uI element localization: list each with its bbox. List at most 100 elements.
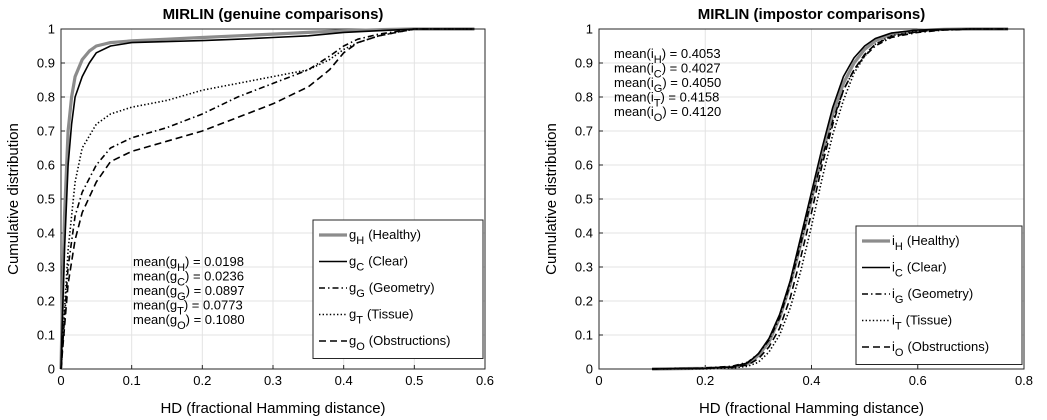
mean-annotation-prefix: mean(g	[133, 283, 177, 298]
mean-annotation-subscript: C	[177, 277, 185, 289]
y-tick-label: 0.8	[575, 90, 593, 105]
legend-subscript: G	[356, 288, 365, 300]
mean-annotation: mean(gT) = 0.0773	[133, 298, 243, 318]
mean-annotation-prefix: mean(g	[133, 254, 177, 269]
legend-subscript: T	[895, 321, 902, 333]
mean-annotation-prefix: mean(i	[614, 46, 654, 61]
legend: gH (Healthy)gC (Clear)gG (Geometry)gT (Tissu…	[312, 219, 484, 359]
mean-annotation-subscript: G	[177, 291, 186, 303]
y-tick-label: 0	[48, 362, 55, 377]
legend-entry: gH (Healthy)	[349, 227, 421, 247]
mean-annotation-prefix: mean(g	[133, 298, 177, 313]
series-lines	[59, 27, 475, 370]
x-tick-label: 0.6	[476, 373, 494, 388]
legend-entry: iT (Tissue)	[892, 313, 952, 333]
mean-annotation: mean(iH) = 0.4053	[614, 46, 721, 66]
y-axis-label: Cumulative distribution	[5, 123, 22, 275]
legend-entry: iG (Geometry)	[892, 286, 973, 306]
mean-annotation-subscript: O	[177, 320, 186, 332]
mean-annotation-suffix: ) = 0.4050	[662, 75, 721, 90]
x-axis-label: HD (fractional Hamming distance)	[699, 400, 924, 417]
y-tick-label: 0.6	[37, 158, 55, 173]
x-tick-label: 0.8	[1015, 373, 1033, 388]
series-line-T	[60, 28, 475, 370]
mean-annotation-subscript: C	[654, 69, 662, 81]
series-line-O	[652, 28, 1009, 370]
y-tick-label: 1	[586, 22, 593, 37]
legend-description: (Healthy)	[368, 227, 421, 242]
x-tick-label: 0	[57, 373, 64, 388]
mean-annotation: mean(iG) = 0.4050	[614, 75, 721, 95]
y-tick-label: 0.9	[575, 56, 593, 71]
y-tick-label: 0.7	[575, 124, 593, 139]
mean-annotation-subscript: O	[654, 112, 663, 124]
legend-entry: gG (Geometry)	[349, 280, 435, 300]
mean-annotation-prefix: mean(i	[614, 90, 654, 105]
legend-symbol: g	[349, 254, 356, 269]
series-line-C	[652, 28, 1009, 370]
legend-description: (Healthy)	[907, 233, 960, 248]
chart-panel-1: 0 0.1 0.2 0.3 0.4 0.5 0.6 0 0.1 0.2 0.3 0.4 0.5 0.6 0.…	[5, 6, 494, 417]
legend-entry: gT (Tissue)	[349, 307, 413, 327]
mean-annotation-suffix: ) = 0.0897	[186, 283, 245, 298]
y-tick-label: 0.1	[575, 328, 593, 343]
y-tick-label: 0.3	[37, 260, 55, 275]
legend-description: (Clear)	[368, 254, 408, 269]
legend-entry: gC (Clear)	[349, 254, 408, 274]
legend-box	[312, 219, 484, 359]
mean-annotation: mean(iO) = 0.4120	[614, 104, 721, 124]
legend-description: (Tissue)	[367, 307, 413, 322]
x-tick-label: 0.5	[405, 373, 423, 388]
mean-annotation-prefix: mean(i	[614, 75, 654, 90]
legend-description: (Obstructions)	[907, 339, 989, 354]
mean-annotation-subscript: G	[654, 83, 663, 95]
legend-subscript: C	[356, 262, 364, 274]
legend-description: (Geometry)	[369, 280, 435, 295]
y-tick-label: 0.4	[37, 226, 55, 241]
x-tick-label: 0.3	[264, 373, 282, 388]
mean-annotation: mean(gH) = 0.0198	[133, 254, 244, 274]
y-tick-label: 0.3	[575, 260, 593, 275]
mean-annotation-suffix: ) = 0.0773	[184, 298, 243, 313]
y-tick-label: 0.2	[37, 294, 55, 309]
series-line-O	[60, 28, 475, 370]
y-tick-label: 1	[48, 22, 55, 37]
mean-annotation-subscript: T	[654, 98, 661, 110]
x-tick-label: 0.1	[123, 373, 141, 388]
series-line-C	[60, 28, 475, 370]
y-tick-label: 0.4	[575, 226, 593, 241]
legend-description: (Tissue)	[906, 313, 952, 328]
legend-symbol: g	[349, 307, 356, 322]
y-tick-label: 0.9	[37, 56, 55, 71]
legend-subscript: G	[895, 294, 904, 306]
y-tick-label: 0.2	[575, 294, 593, 309]
mean-annotation-subscript: T	[177, 306, 184, 318]
y-tick-label: 0.1	[37, 328, 55, 343]
y-tick-label: 0.6	[575, 158, 593, 173]
x-tick-label: 0.2	[193, 373, 211, 388]
mean-annotation: mean(iT) = 0.4158	[614, 90, 719, 110]
legend-symbol: g	[349, 333, 356, 348]
chart-panel-2: 0 0.2 0.4 0.6 0.8 0 0.1 0.2 0.3 0.4 0.5 0.6 0.7 0.8 0.…	[543, 6, 1033, 417]
mean-annotation-suffix: ) = 0.4027	[662, 61, 721, 76]
mean-annotation: mean(gG) = 0.0897	[133, 283, 245, 303]
x-axis-label: HD (fractional Hamming distance)	[160, 400, 385, 417]
y-tick-label: 0	[586, 362, 593, 377]
legend-symbol: i	[892, 339, 895, 354]
legend-subscript: O	[895, 347, 904, 359]
legend-symbol: i	[892, 286, 895, 301]
mean-annotation-subscript: H	[654, 54, 662, 66]
y-tick-label: 0.5	[37, 192, 55, 207]
legend-box	[855, 225, 1023, 365]
mean-annotation: mean(gC) = 0.0236	[133, 269, 244, 289]
legend-description: (Clear)	[907, 260, 947, 275]
legend-entry: iO (Obstructions)	[892, 339, 989, 359]
legend-entry: iC (Clear)	[892, 260, 947, 280]
mean-annotation-prefix: mean(i	[614, 104, 654, 119]
legend-description: (Geometry)	[907, 286, 973, 301]
mean-annotation-prefix: mean(g	[133, 269, 177, 284]
legend-symbol: i	[892, 313, 895, 328]
legend-subscript: C	[895, 268, 903, 280]
legend-subscript: H	[895, 241, 903, 253]
